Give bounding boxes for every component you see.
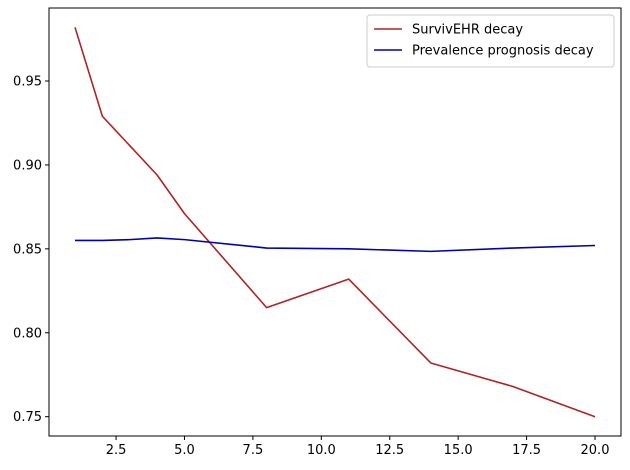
y-tick-label: 0.80 bbox=[13, 326, 42, 341]
x-tick-label: 2.5 bbox=[106, 443, 127, 458]
series-layer bbox=[74, 27, 596, 418]
series-line-1 bbox=[75, 237, 596, 253]
y-tick-label: 0.85 bbox=[13, 242, 42, 257]
x-tick-label: 17.5 bbox=[512, 443, 541, 458]
y-tick-label: 0.90 bbox=[13, 158, 42, 173]
legend-label-1: Prevalence prognosis decay bbox=[412, 44, 594, 59]
legend-label-0: SurvivEHR decay bbox=[412, 23, 523, 38]
y-tick-label: 0.95 bbox=[13, 75, 42, 90]
plot-area-frame bbox=[48, 7, 622, 437]
y-axis: 0.75 0.80 0.85 0.90 0.95 bbox=[13, 75, 49, 425]
x-tick-label: 5.0 bbox=[174, 443, 195, 458]
x-tick-label: 10.0 bbox=[307, 443, 336, 458]
legend-box bbox=[366, 14, 615, 68]
x-tick-label: 20.0 bbox=[581, 443, 610, 458]
x-axis: 2.5 5.0 7.5 10.0 12.5 15.0 17.5 20.0 bbox=[106, 436, 610, 458]
series-line-0 bbox=[74, 27, 596, 418]
y-tick-label: 0.75 bbox=[13, 410, 42, 425]
x-tick-label: 7.5 bbox=[243, 443, 264, 458]
legend: SurvivEHR decay Prevalence prognosis deca… bbox=[366, 14, 615, 68]
x-tick-label: 12.5 bbox=[375, 443, 404, 458]
x-tick-label: 15.0 bbox=[444, 443, 473, 458]
